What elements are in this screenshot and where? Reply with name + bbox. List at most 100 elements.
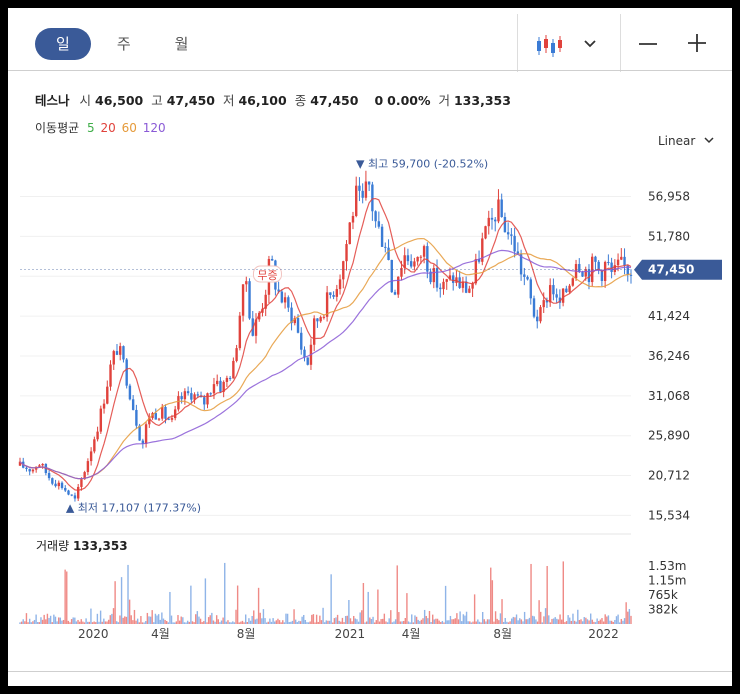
volume-bar [544, 608, 547, 624]
candle-body [54, 483, 57, 487]
candle-body [206, 393, 209, 405]
volume-bar [425, 615, 427, 624]
volume-bar [35, 614, 37, 624]
volume-bar [125, 616, 128, 624]
toolbar-divider-line [8, 70, 732, 71]
ma-120[interactable]: 120 [142, 121, 166, 135]
volume-bar [138, 622, 140, 624]
candle-body [109, 364, 112, 387]
volume-bar [517, 620, 519, 624]
volume-bar [265, 622, 268, 624]
volume-bar [327, 620, 329, 624]
candle-body [481, 238, 484, 262]
volume-bar [159, 619, 161, 624]
candlestick-icon[interactable] [536, 33, 564, 59]
candle-body [28, 468, 31, 472]
candle-body [180, 396, 183, 400]
candle-body [432, 268, 435, 283]
volume-bar [589, 613, 592, 624]
candle-body [506, 232, 510, 235]
volume-bar [388, 618, 390, 624]
candle-body [70, 494, 73, 496]
volume-bar [207, 617, 210, 624]
volume-bar [219, 622, 221, 624]
ma-5[interactable]: 5 [87, 121, 95, 135]
volume-bar [507, 622, 510, 624]
volume-bar [62, 619, 65, 624]
tab-weekly[interactable]: 주 [116, 35, 131, 53]
candle-body [312, 318, 316, 345]
candle-body [219, 380, 222, 392]
candle-body [306, 357, 309, 365]
volume-bar [148, 616, 150, 624]
volume-bar [103, 618, 105, 624]
volume-bar [233, 622, 236, 624]
candle-body [329, 292, 332, 295]
volume-bar [301, 616, 303, 624]
tab-monthly[interactable]: 월 [174, 35, 189, 53]
volume-bar [80, 619, 82, 624]
volume-bar [19, 622, 21, 624]
volume-bar [559, 614, 561, 624]
candle-body [565, 288, 568, 293]
volume-bar [599, 619, 602, 624]
volume-bar [461, 621, 463, 624]
volume-bar [296, 622, 298, 624]
scale-selector[interactable]: Linear [658, 134, 715, 148]
candle-body [591, 256, 594, 283]
candle-body [484, 226, 487, 239]
candle-body [419, 256, 423, 258]
ma-60[interactable]: 60 [121, 121, 137, 135]
volume-bar [143, 622, 145, 624]
candle-body [106, 386, 109, 404]
candle-body [497, 199, 500, 222]
volume-bar [401, 621, 403, 624]
tab-daily[interactable]: 일 [35, 28, 91, 60]
candle-body [316, 318, 319, 322]
candle-body [128, 385, 132, 400]
volume-bar [132, 620, 134, 624]
price-chart[interactable]: 56,958 51,780 41,424 36,246 31,068 25,890 20,7… [8, 8, 732, 686]
volume-bar [285, 613, 287, 624]
volume-bar [383, 613, 386, 624]
volume-bar [419, 621, 421, 624]
volume-bar [407, 621, 410, 624]
candle-body [429, 271, 432, 283]
candle-body [248, 281, 251, 319]
candle-body [186, 391, 190, 394]
volume-bar [443, 622, 445, 624]
volume-bar [133, 609, 136, 624]
candle-body [283, 297, 287, 303]
candle-body [80, 479, 83, 487]
volume-bar [415, 616, 418, 624]
volume-bar [604, 614, 606, 624]
volume-bar [38, 622, 41, 624]
candle-body [371, 184, 374, 212]
chevron-down-icon[interactable] [582, 34, 598, 52]
volume-value: 133,353 [453, 93, 511, 108]
volume-bar [201, 622, 203, 624]
volume-bar [323, 622, 326, 624]
volume-bar [196, 611, 199, 624]
volume-bar [359, 612, 361, 624]
volume-bar [593, 621, 595, 624]
volume-bar [430, 622, 432, 624]
minus-icon[interactable] [638, 32, 658, 56]
change-value: 0 [374, 93, 384, 108]
candle-body [99, 408, 103, 432]
volume-bar [462, 614, 465, 624]
volume-bar [212, 620, 215, 624]
ma-20[interactable]: 20 [100, 121, 116, 135]
volume-bar [412, 622, 415, 624]
volume-bar [87, 621, 89, 624]
volume-bar [78, 621, 81, 624]
moving-average-20 [19, 197, 632, 491]
change-pct: 0.00% [387, 93, 431, 108]
volume-bar [267, 621, 269, 624]
volume-bar [106, 621, 108, 624]
candle-body [494, 219, 497, 222]
volume-bar [523, 611, 526, 624]
plus-icon[interactable] [686, 30, 708, 56]
volume-bar [244, 614, 247, 624]
candle-body [616, 259, 620, 266]
